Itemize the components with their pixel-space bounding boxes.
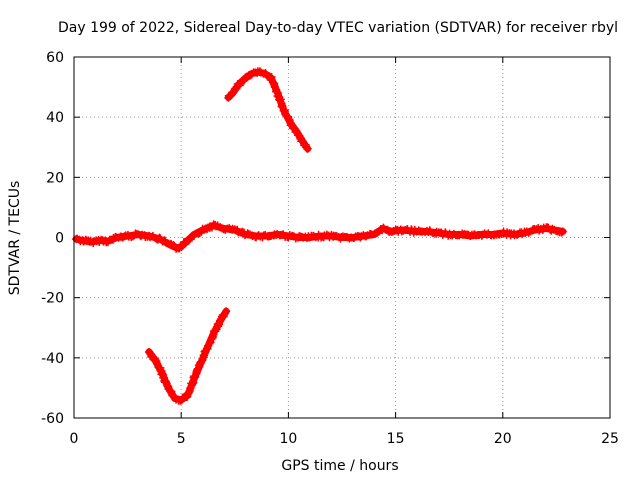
x-axis-label: GPS time / hours [281, 458, 398, 474]
x-tick-label: 20 [494, 431, 512, 447]
data-point [449, 229, 458, 238]
x-tick-label: 15 [387, 431, 405, 447]
data-point [303, 144, 312, 153]
axis-ticks: 0 5 10 15 20 25 -60 -40 -20 0 20 40 60 [41, 50, 619, 447]
y-tick-label: 20 [46, 170, 64, 186]
data-point [151, 356, 160, 365]
x-tick-label: 0 [70, 431, 79, 447]
data-point [222, 307, 231, 316]
data-point [301, 142, 310, 151]
data-point [557, 228, 566, 237]
data-point [184, 388, 193, 397]
data-point [373, 228, 382, 237]
data-point [211, 222, 220, 231]
plot-frame [73, 56, 611, 419]
series-upper-arc [224, 67, 312, 153]
data-point [195, 228, 204, 237]
data-point [215, 320, 224, 329]
series-lower-arc [145, 307, 231, 405]
data-point [161, 377, 170, 386]
data-point [216, 316, 225, 325]
y-tick-label: 40 [46, 110, 64, 126]
y-axis-label: SDTVAR / TECUs [7, 181, 23, 296]
x-tick-label: 25 [601, 431, 619, 447]
data-point [558, 227, 567, 236]
y-tick-label: 0 [55, 231, 64, 247]
y-tick-label: 60 [46, 50, 64, 66]
y-tick-label: -20 [41, 291, 64, 307]
data-point [193, 364, 202, 373]
data-point [191, 373, 200, 382]
data-points [72, 67, 567, 405]
data-point [272, 87, 281, 96]
chart-title: Day 199 of 2022, Sidereal Day-to-day VTE… [58, 20, 618, 36]
y-tick-label: -40 [41, 351, 64, 367]
data-point [153, 359, 162, 368]
y-tick-label: -60 [41, 411, 64, 427]
data-point [205, 339, 214, 348]
x-tick-label: 5 [177, 431, 186, 447]
x-tick-label: 10 [279, 431, 297, 447]
series-baseline [72, 220, 567, 253]
